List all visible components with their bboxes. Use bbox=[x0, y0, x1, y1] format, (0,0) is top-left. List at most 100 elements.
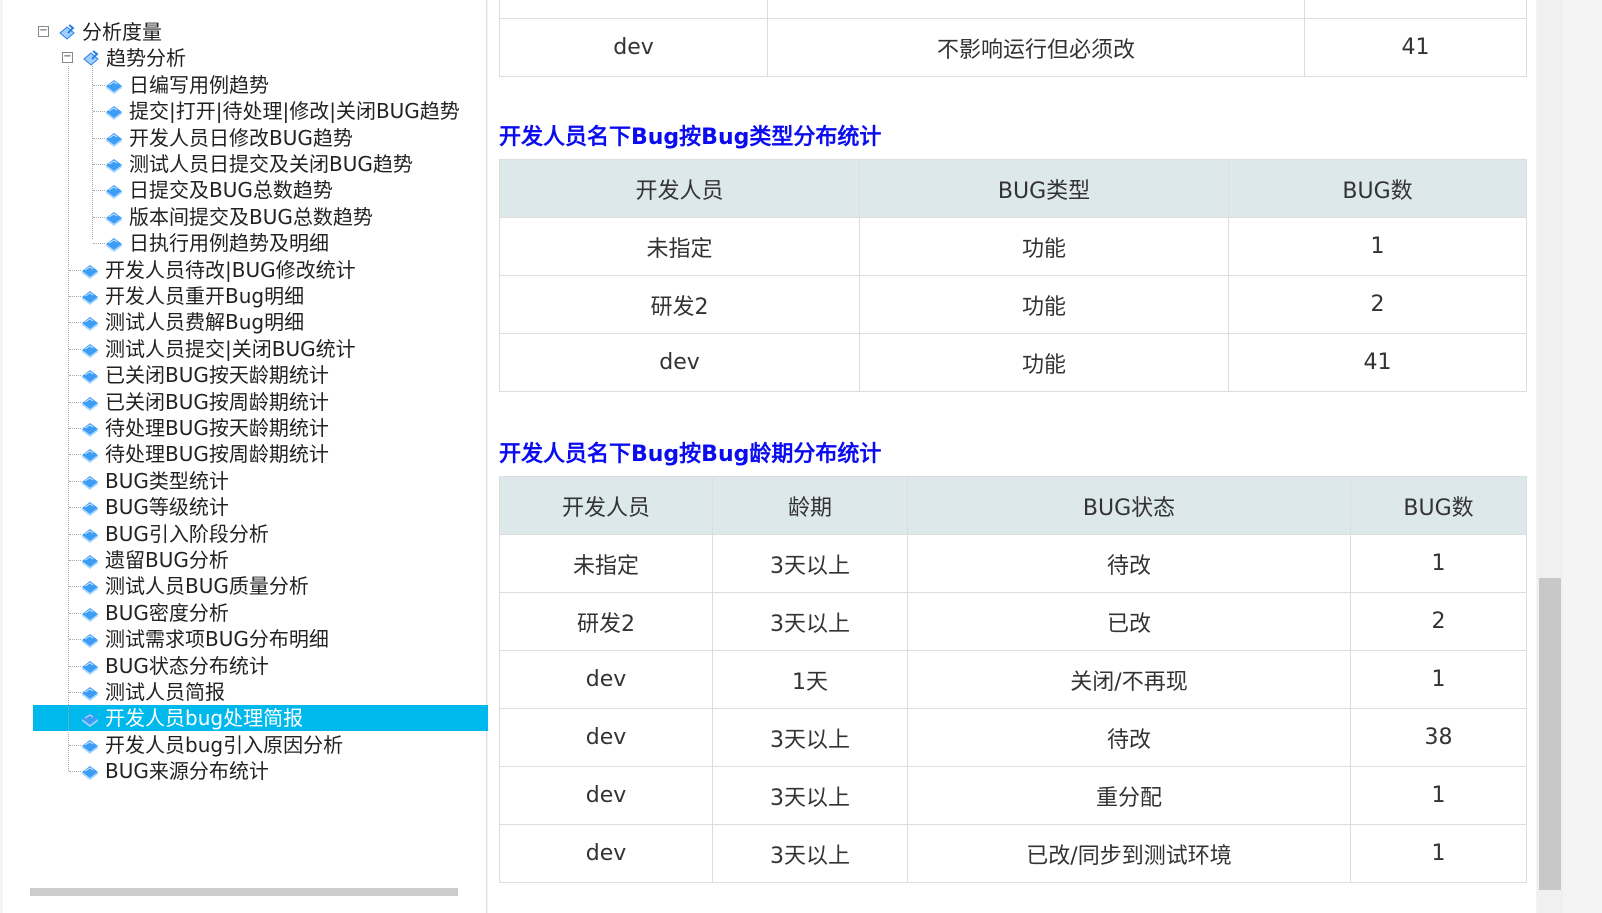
type-distribution-title: 开发人员名下Bug按Bug类型分布统计 bbox=[499, 125, 882, 150]
folder-icon bbox=[58, 22, 76, 40]
tree-node-trend-item[interactable]: 日提交及BUG总数趋势 bbox=[105, 177, 333, 203]
tree-node-trend-item[interactable]: 开发人员日修改BUG趋势 bbox=[105, 125, 353, 151]
horizontal-scrollbar[interactable] bbox=[30, 888, 458, 896]
tree-node-label: 待处理BUG按天龄期统计 bbox=[105, 416, 329, 440]
tree-node-label: BUG状态分布统计 bbox=[105, 653, 269, 678]
type-distribution-table: 开发人员 BUG类型 BUG数 未指定 功能 1 研发2 功能 2 dev 功能 41 bbox=[499, 159, 1527, 392]
tree-connector bbox=[69, 454, 81, 456]
tree-node-label: BUG引入阶段分析 bbox=[105, 521, 269, 546]
table-cell: dev bbox=[499, 18, 768, 77]
tree-node-item[interactable]: BUG来源分布统计 bbox=[81, 758, 269, 784]
tree-connector bbox=[93, 190, 105, 192]
tree-node-label: 开发人员bug处理简报 bbox=[105, 706, 304, 731]
tree-connector bbox=[69, 375, 81, 377]
age-distribution-title: 开发人员名下Bug按Bug龄期分布统计 bbox=[499, 442, 882, 467]
table-cell: 1 bbox=[1350, 766, 1527, 825]
tree-connector bbox=[93, 84, 105, 86]
tree-connector bbox=[69, 428, 81, 429]
report-content: dev 不影响运行但必须改 41 开发人员名下Bug按Bug类型分布统计 开发人员 B… bbox=[488, 0, 1536, 913]
tree-node-item[interactable]: 遗留BUG分析 bbox=[81, 547, 229, 573]
table-cell: 1 bbox=[1228, 217, 1527, 276]
report-icon bbox=[105, 128, 123, 147]
table-cell: 不影响运行但必须改 bbox=[767, 18, 1305, 77]
tree-node-item[interactable]: 开发人员重开Bug明细 bbox=[81, 283, 304, 309]
report-icon bbox=[81, 418, 99, 437]
table-row: dev 功能 41 bbox=[499, 333, 1527, 392]
tree-node-trend-item[interactable]: 日执行用例趋势及明细 bbox=[105, 230, 329, 256]
table-cell: 3天以上 bbox=[712, 592, 908, 651]
table-cell: dev bbox=[499, 766, 713, 825]
table-cell: 研发2 bbox=[499, 275, 860, 334]
tree-node-item[interactable]: BUG等级统计 bbox=[81, 494, 229, 520]
table-row: 研发2 功能 2 bbox=[499, 275, 1527, 334]
tree-node-item[interactable]: 测试人员BUG质量分析 bbox=[81, 573, 309, 599]
tree-connector bbox=[69, 348, 81, 350]
report-icon bbox=[81, 550, 99, 569]
tree-node-item[interactable]: 待处理BUG按天龄期统计 bbox=[81, 415, 329, 441]
tree-connector bbox=[69, 771, 81, 773]
tree-connector bbox=[69, 586, 81, 588]
tree-connector bbox=[69, 560, 81, 561]
table-row: dev 1天 关闭/不再现 1 bbox=[499, 650, 1527, 709]
table-row: 未指定 功能 1 bbox=[499, 217, 1527, 276]
vertical-scrollbar-thumb[interactable] bbox=[1539, 578, 1561, 890]
tree-node-trend-item[interactable]: 版本间提交及BUG总数趋势 bbox=[105, 204, 373, 230]
tree-node-item[interactable]: BUG状态分布统计 bbox=[81, 653, 269, 679]
tree-node-trend-item[interactable]: 提交|打开|待处理|修改|关闭BUG趋势 bbox=[105, 98, 460, 124]
tree-node-label: BUG密度分析 bbox=[105, 600, 229, 625]
tree-node-item[interactable]: 已关闭BUG按天龄期统计 bbox=[81, 362, 329, 388]
tree-node-item[interactable]: 待处理BUG按周龄期统计 bbox=[81, 441, 329, 467]
tree-node-item[interactable]: BUG引入阶段分析 bbox=[81, 521, 269, 547]
tree-node-trend-item[interactable]: 测试人员日提交及关闭BUG趋势 bbox=[105, 151, 413, 177]
tree-node-item[interactable]: BUG类型统计 bbox=[81, 468, 229, 494]
table-cell: 已改/同步到测试环境 bbox=[907, 824, 1351, 883]
table-cell: 未指定 bbox=[499, 217, 860, 276]
tree-node-item[interactable]: 开发人员bug处理简报 bbox=[33, 705, 505, 732]
table-cell: 待改 bbox=[907, 534, 1351, 593]
tree-connector bbox=[69, 322, 81, 324]
report-tree-panel: − 分析度量 − 趋势分析 日编写用例趋势 提交|打开|待处理|修改|关闭BUG趋势 开发人… bbox=[3, 0, 505, 913]
table-cell: 3天以上 bbox=[712, 534, 908, 593]
tree-connector bbox=[93, 243, 105, 245]
tree-node-item[interactable]: 测试人员提交|关闭BUG统计 bbox=[81, 336, 356, 362]
tree-node-label: 测试人员简报 bbox=[105, 680, 225, 704]
tree-node-item[interactable]: 测试需求项BUG分布明细 bbox=[81, 626, 329, 652]
table-cell: 未指定 bbox=[499, 534, 713, 593]
collapse-toggle[interactable]: − bbox=[38, 25, 49, 37]
collapse-toggle[interactable]: − bbox=[62, 51, 73, 64]
table-row: 研发2 3天以上 已改 2 bbox=[499, 592, 1527, 651]
column-header: 开发人员 bbox=[499, 159, 860, 218]
report-icon bbox=[81, 761, 99, 781]
table-cell: 1 bbox=[1350, 534, 1527, 593]
report-icon bbox=[81, 656, 99, 675]
table-cell: dev bbox=[499, 708, 713, 767]
tree-connector bbox=[69, 296, 81, 297]
tree-node-item[interactable]: 开发人员bug引入原因分析 bbox=[81, 732, 343, 758]
report-icon bbox=[81, 312, 99, 332]
table-cell: 3天以上 bbox=[712, 766, 908, 825]
tree-node-trend[interactable]: 趋势分析 bbox=[82, 45, 186, 71]
column-header: BUG状态 bbox=[907, 476, 1351, 535]
column-header: BUG数 bbox=[1228, 159, 1527, 218]
table-cell: 功能 bbox=[859, 333, 1229, 392]
tree-node-item[interactable]: 开发人员待改|BUG修改统计 bbox=[81, 257, 356, 283]
tree-node-item[interactable]: 测试人员简报 bbox=[81, 679, 225, 705]
tree-node-item[interactable]: 测试人员费解Bug明细 bbox=[81, 309, 304, 335]
folder-icon bbox=[82, 48, 100, 67]
tree-connector bbox=[69, 692, 81, 693]
tree-node-trend-item[interactable]: 日编写用例趋势 bbox=[105, 72, 269, 98]
report-icon bbox=[105, 207, 123, 226]
tree-node-item[interactable]: BUG密度分析 bbox=[81, 600, 229, 626]
report-icon bbox=[81, 497, 99, 517]
report-icon bbox=[81, 260, 99, 279]
tree-node-label: 已关闭BUG按周龄期统计 bbox=[105, 389, 329, 414]
tree-connector bbox=[69, 533, 81, 535]
tree-node-label: 提交|打开|待处理|修改|关闭BUG趋势 bbox=[129, 99, 460, 124]
tree-node-root[interactable]: 分析度量 bbox=[58, 19, 162, 45]
table-row: 未指定 3天以上 待改 1 bbox=[499, 534, 1527, 593]
table-cell: 41 bbox=[1228, 333, 1527, 392]
tree-node-label: 日提交及BUG总数趋势 bbox=[129, 178, 333, 203]
table-row: dev 3天以上 待改 38 bbox=[499, 708, 1527, 767]
tree-node-item[interactable]: 已关闭BUG按周龄期统计 bbox=[81, 389, 329, 415]
tree-connector bbox=[69, 665, 81, 667]
